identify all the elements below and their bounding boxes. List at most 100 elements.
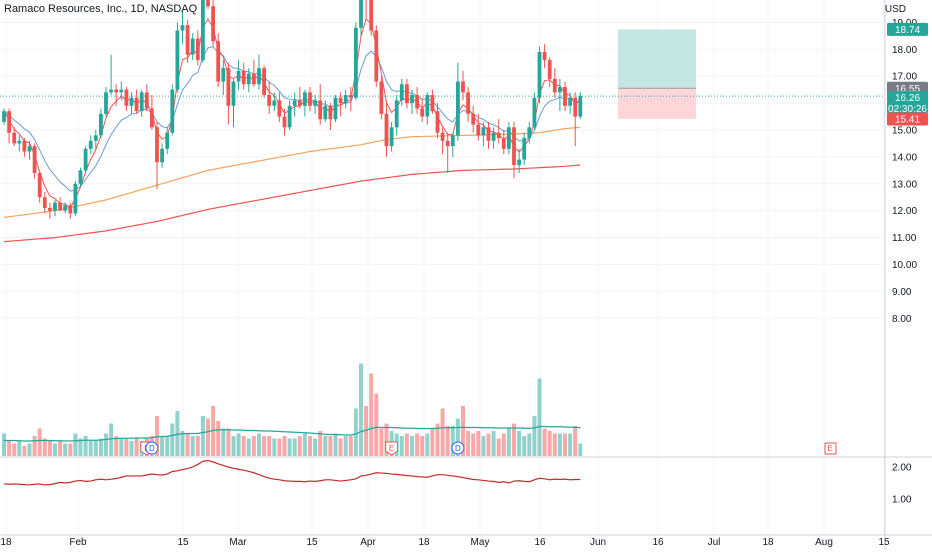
volume-bar <box>241 436 246 456</box>
candle-body <box>369 0 374 31</box>
volume-bar <box>435 423 440 456</box>
time-tick-label: Mar <box>229 537 247 548</box>
target-price-tag <box>887 22 928 36</box>
volume-bar <box>410 436 414 456</box>
volume-bar <box>272 438 277 456</box>
time-tick-label: Jul <box>708 537 721 548</box>
candle-body <box>440 132 445 141</box>
candle-body <box>532 97 537 128</box>
time-tick-label: Feb <box>69 537 87 548</box>
candle-body <box>262 68 266 96</box>
volume-bar <box>425 433 430 456</box>
volume-ma-line <box>4 425 581 442</box>
volume-bar <box>200 416 205 456</box>
volume-bar <box>328 436 333 456</box>
candle-body <box>109 89 113 93</box>
candle-body <box>338 97 343 104</box>
candle-body <box>410 95 414 104</box>
volume-bar <box>338 438 343 456</box>
candle-body <box>292 100 297 106</box>
loss-zone <box>618 88 696 119</box>
volume-bar <box>83 436 88 456</box>
volume-bar <box>185 433 190 456</box>
candle-body <box>180 25 185 31</box>
earnings-marker-label: E <box>827 444 832 453</box>
candle-body <box>558 86 562 93</box>
candle-body <box>42 197 47 209</box>
candle-body <box>425 95 430 117</box>
candle-body <box>12 132 17 144</box>
volume-bar <box>53 443 57 456</box>
candle-body <box>415 95 419 109</box>
candle-body <box>542 51 547 61</box>
candle-body <box>104 92 108 114</box>
candle-body <box>374 30 379 82</box>
candle-body <box>88 140 93 149</box>
candle-body <box>221 68 226 82</box>
volume-bar <box>292 438 297 456</box>
price-tick-label: 12.00 <box>892 206 917 217</box>
volume-bar <box>399 436 404 456</box>
candle-body <box>267 95 272 106</box>
candle-body <box>185 25 190 55</box>
volume-bar <box>134 438 139 456</box>
volume-bar <box>195 436 200 456</box>
volume-bar <box>267 436 272 456</box>
candle-body <box>93 135 98 141</box>
time-tick-label: 18 <box>418 537 430 548</box>
volume-bar <box>450 426 455 456</box>
volume-bar <box>486 433 491 456</box>
volume-bar <box>353 408 358 456</box>
candle-body <box>7 111 11 133</box>
volume-bar <box>17 441 22 456</box>
volume-bar <box>568 433 573 456</box>
volume-bar <box>506 428 511 456</box>
candle-body <box>63 205 68 211</box>
candle-body <box>507 127 511 149</box>
candle-body <box>73 183 78 214</box>
volume-bar <box>98 438 103 456</box>
candle-body <box>343 95 348 104</box>
candle-body <box>466 92 470 114</box>
time-tick-label: Apr <box>360 537 376 548</box>
candle-body <box>563 86 567 106</box>
volume-bar <box>471 433 476 456</box>
volume-bar <box>517 431 522 456</box>
volume-bar <box>552 433 557 456</box>
candle-body <box>501 138 506 149</box>
dividend-marker-label: D <box>455 444 461 453</box>
candle-body <box>150 108 154 128</box>
volume-bar <box>297 436 302 456</box>
price-tick-label: 10.00 <box>892 260 917 271</box>
volume-bar <box>257 433 261 456</box>
candle-body <box>471 113 476 125</box>
candle-body <box>445 140 450 147</box>
volume-bar <box>415 433 420 456</box>
volume-bar <box>532 416 537 456</box>
volume-bar <box>37 428 42 456</box>
candle-body <box>450 135 455 147</box>
candle-body <box>155 127 159 163</box>
candle-body <box>160 148 164 163</box>
price-tick-label: 11.00 <box>892 233 917 244</box>
candle-body <box>308 92 312 106</box>
candle-body <box>144 92 149 109</box>
volume-bar <box>369 373 374 456</box>
volume-bar <box>175 411 180 456</box>
volume-bar <box>2 433 6 456</box>
volume-bar <box>226 428 231 456</box>
time-tick-label: May <box>471 537 490 548</box>
volume-bar <box>160 436 165 456</box>
future-earnings-marker <box>824 442 837 455</box>
time-tick-label: 18 <box>762 537 774 548</box>
candle-body <box>512 127 516 165</box>
candle-body <box>134 97 139 112</box>
candle-body <box>461 81 465 93</box>
time-tick-label: 15 <box>878 537 890 548</box>
candle-body <box>547 60 552 79</box>
candle-body <box>399 84 404 101</box>
candle-body <box>99 113 103 136</box>
volume-bar <box>512 423 516 456</box>
